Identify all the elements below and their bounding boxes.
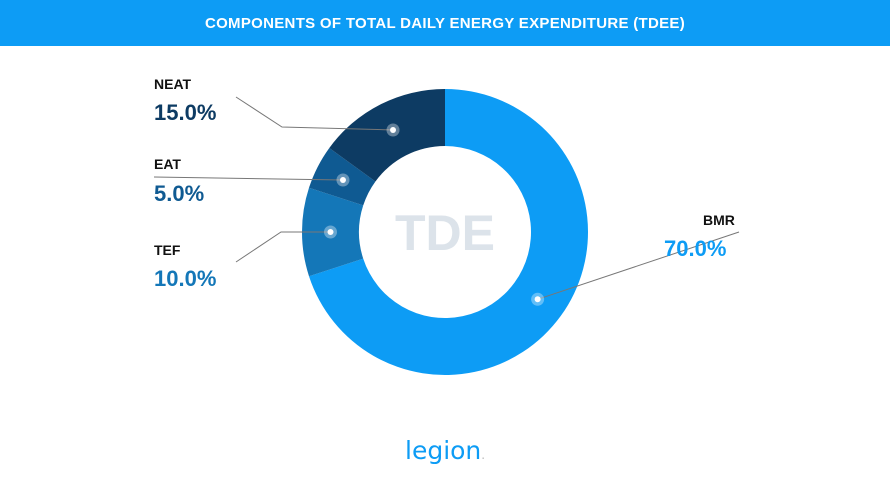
slice-label-bmr: BMR — [703, 212, 735, 228]
legion-logo: legion. — [405, 436, 485, 465]
chart-title: COMPONENTS OF TOTAL DAILY ENERGY EXPENDI… — [204, 14, 686, 32]
leader-line-neat — [235, 96, 394, 131]
donut-slice-bmr — [308, 89, 588, 375]
marker-dot-bmr — [534, 296, 541, 303]
marker-dot-tef — [327, 229, 334, 235]
leader-line-bmr — [537, 231, 740, 300]
leader-line-tef — [235, 231, 331, 263]
slice-value-eat: 5.0% — [154, 181, 205, 206]
slice-label-neat: NEAT — [154, 76, 192, 92]
slice-value-bmr: 70.0% — [664, 236, 727, 261]
slice-label-tef: TEF — [154, 242, 181, 258]
marker-dot-eat — [339, 177, 346, 184]
slice-value-neat: 15.0% — [154, 100, 217, 125]
slice-label-eat: EAT — [154, 156, 181, 172]
leader-line-eat — [153, 176, 343, 181]
donut-slice-neat — [329, 89, 445, 182]
center-label: TDE — [395, 205, 495, 261]
title-bar: COMPONENTS OF TOTAL DAILY ENERGY EXPENDI… — [0, 0, 890, 46]
slice-value-tef: 10.0% — [154, 266, 217, 291]
donut-slice-eat — [308, 147, 376, 206]
marker-dot-neat — [390, 126, 397, 133]
logo-dot: . — [481, 448, 486, 462]
logo-text: legion — [405, 436, 482, 465]
